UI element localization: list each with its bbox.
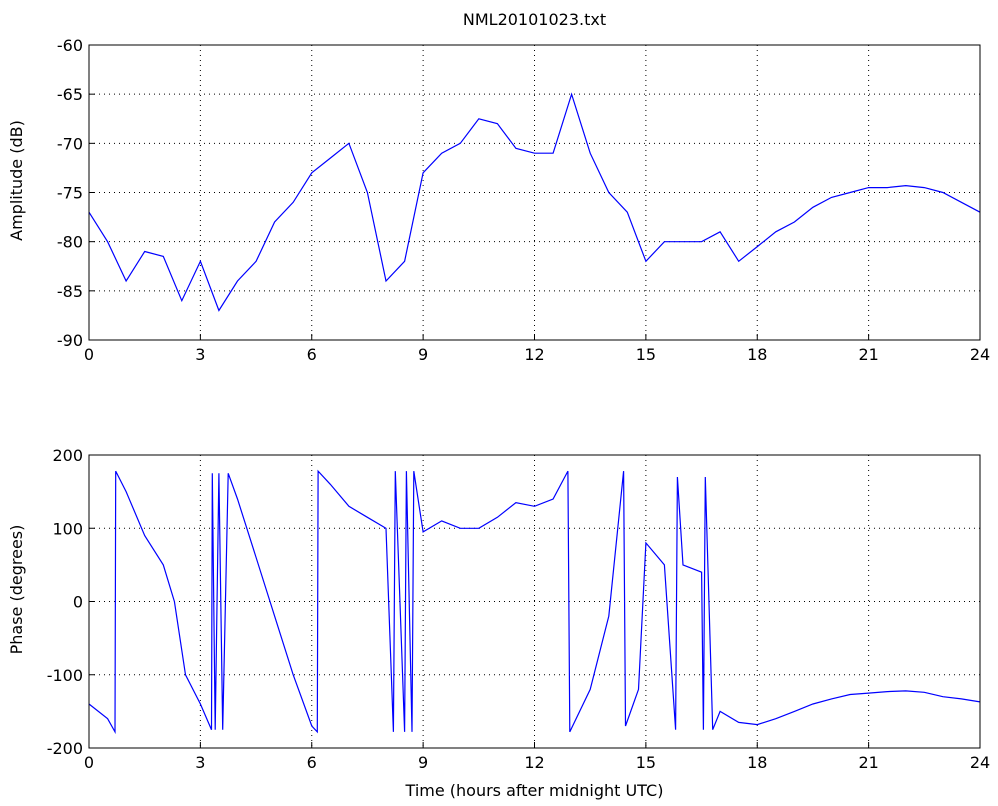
x-tick-label: 24 <box>970 345 990 364</box>
y-axis-label: Phase (degrees) <box>7 525 26 655</box>
y-tick-label: -85 <box>57 282 83 301</box>
y-tick-label: 200 <box>52 446 83 465</box>
y-tick-label: -65 <box>57 85 83 104</box>
y-tick-label: 100 <box>52 519 83 538</box>
x-tick-label: 0 <box>84 345 94 364</box>
data-line <box>88 92 981 312</box>
y-tick-label: -80 <box>57 233 83 252</box>
x-tick-label: 12 <box>524 345 544 364</box>
x-axis-label: Time (hours after midnight UTC) <box>405 781 664 800</box>
x-tick-label: 6 <box>307 345 317 364</box>
x-tick-label: 21 <box>858 345 878 364</box>
y-tick-label: 0 <box>73 593 83 612</box>
chart-title: NML20101023.txt <box>463 10 606 29</box>
x-tick-label: 18 <box>747 753 767 772</box>
data-line <box>88 469 981 735</box>
x-tick-label: 3 <box>195 753 205 772</box>
y-axis-label: Amplitude (dB) <box>7 120 26 241</box>
x-tick-label: 15 <box>636 753 656 772</box>
x-tick-label: 21 <box>858 753 878 772</box>
x-tick-label: 0 <box>84 753 94 772</box>
x-tick-label: 18 <box>747 345 767 364</box>
y-tick-label: -200 <box>47 739 83 758</box>
y-tick-label: -90 <box>57 331 83 350</box>
x-tick-label: 3 <box>195 345 205 364</box>
y-tick-label: -75 <box>57 184 83 203</box>
x-tick-label: 12 <box>524 753 544 772</box>
x-tick-label: 9 <box>418 345 428 364</box>
x-tick-label: 9 <box>418 753 428 772</box>
y-tick-label: -70 <box>57 134 83 153</box>
x-tick-label: 15 <box>636 345 656 364</box>
x-tick-label: 6 <box>307 753 317 772</box>
x-tick-label: 24 <box>970 753 990 772</box>
y-tick-label: -60 <box>57 36 83 55</box>
axes-frame <box>88 454 981 749</box>
y-tick-label: -100 <box>47 666 83 685</box>
axes-frame <box>88 44 981 341</box>
